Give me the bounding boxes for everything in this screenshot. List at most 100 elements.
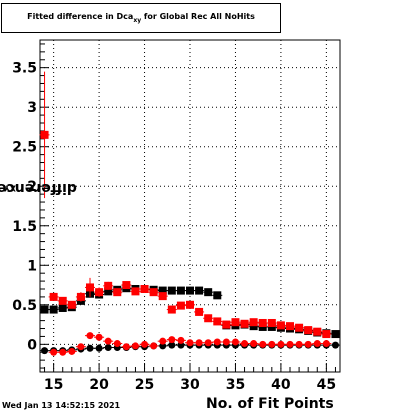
data-point [159, 337, 167, 345]
data-point [186, 339, 194, 347]
plot-frame [39, 39, 341, 373]
data-point [240, 319, 249, 328]
data-point [222, 320, 231, 329]
data-point [104, 287, 113, 296]
data-point [322, 340, 330, 348]
data-point [213, 338, 221, 346]
data-point [167, 305, 176, 314]
data-point [204, 314, 213, 323]
data-point [77, 343, 85, 351]
data-point [250, 340, 258, 348]
data-point [258, 318, 267, 327]
data-point [59, 348, 67, 356]
data-point [131, 342, 139, 350]
data-point [204, 339, 212, 347]
timestamp: Wed Jan 13 14:52:15 2021 [2, 401, 121, 410]
x-tick-label: 35 [226, 377, 245, 393]
data-point [168, 341, 176, 349]
data-point [195, 339, 203, 347]
data-point [49, 305, 58, 314]
x-tick-label: 40 [271, 377, 291, 393]
data-point [67, 300, 76, 309]
data-point [131, 287, 140, 296]
data-point [313, 327, 322, 336]
data-point [259, 340, 267, 348]
data-point [186, 286, 194, 295]
data-point [331, 341, 339, 349]
data-point [222, 338, 230, 346]
data-point [113, 288, 122, 297]
data-point [104, 337, 112, 345]
data-point [104, 343, 112, 351]
data-point [86, 344, 94, 352]
data-point [313, 340, 321, 348]
data-point [104, 281, 113, 290]
y-tick-label: 3.5 [12, 61, 37, 77]
y-tick-label: 1.5 [12, 219, 37, 235]
y-tick-label: 3 [27, 100, 37, 116]
data-point [140, 285, 149, 293]
data-point [249, 318, 258, 327]
data-point [322, 330, 331, 339]
data-point [168, 336, 176, 344]
chart-title-subscript: xy [133, 17, 142, 24]
data-point [267, 318, 276, 327]
chart-title-tail: for Global Rec All NoHits [141, 12, 255, 21]
data-point [50, 348, 58, 356]
x-tick-label: 20 [89, 377, 109, 393]
data-point [195, 286, 204, 295]
data-point [176, 301, 185, 310]
data-point [58, 303, 67, 312]
data-point [149, 288, 158, 297]
data-point [286, 340, 294, 348]
data-point [277, 340, 285, 348]
y-tick-label: 0 [27, 337, 37, 353]
data-point [304, 326, 313, 335]
data-point [167, 286, 176, 295]
data-point [304, 340, 312, 348]
data-point [95, 333, 103, 341]
y-tick-label: 0.5 [12, 298, 37, 314]
data-point [158, 292, 167, 301]
data-point [295, 323, 304, 332]
data-point [40, 305, 49, 314]
y-tick-label: 2.5 [12, 140, 37, 156]
data-point [150, 342, 158, 350]
data-point [58, 296, 67, 305]
y-tick-label: 2 [27, 179, 37, 195]
data-point [68, 347, 76, 355]
data-point [95, 344, 103, 352]
data-point [49, 292, 58, 301]
data-point [41, 347, 49, 355]
data-point [158, 286, 167, 295]
data-point [231, 338, 239, 346]
data-point [295, 340, 303, 348]
data-point [204, 288, 213, 297]
data-point [113, 340, 121, 348]
x-tick-label: 25 [135, 377, 154, 393]
y-tick-label: 1 [27, 258, 37, 274]
data-point [195, 307, 204, 316]
data-point [231, 318, 240, 327]
data-point [76, 292, 85, 301]
data-point [122, 343, 130, 351]
data-point [95, 288, 104, 297]
chart-title: Fitted difference in Dcaxy for Global Re… [2, 12, 280, 24]
data-point [276, 321, 285, 330]
data-point [213, 317, 222, 326]
data-point [331, 330, 340, 339]
x-tick-label: 30 [180, 377, 200, 393]
data-point [241, 340, 249, 348]
data-point [122, 281, 131, 290]
data-point [40, 130, 49, 139]
data-point [186, 300, 194, 309]
data-point [141, 340, 149, 348]
x-tick-label: 15 [44, 377, 63, 393]
data-point [286, 322, 294, 331]
data-point [176, 286, 185, 295]
data-point [86, 332, 94, 340]
data-point [268, 340, 276, 348]
data-point [213, 291, 222, 300]
data-point [177, 336, 185, 344]
